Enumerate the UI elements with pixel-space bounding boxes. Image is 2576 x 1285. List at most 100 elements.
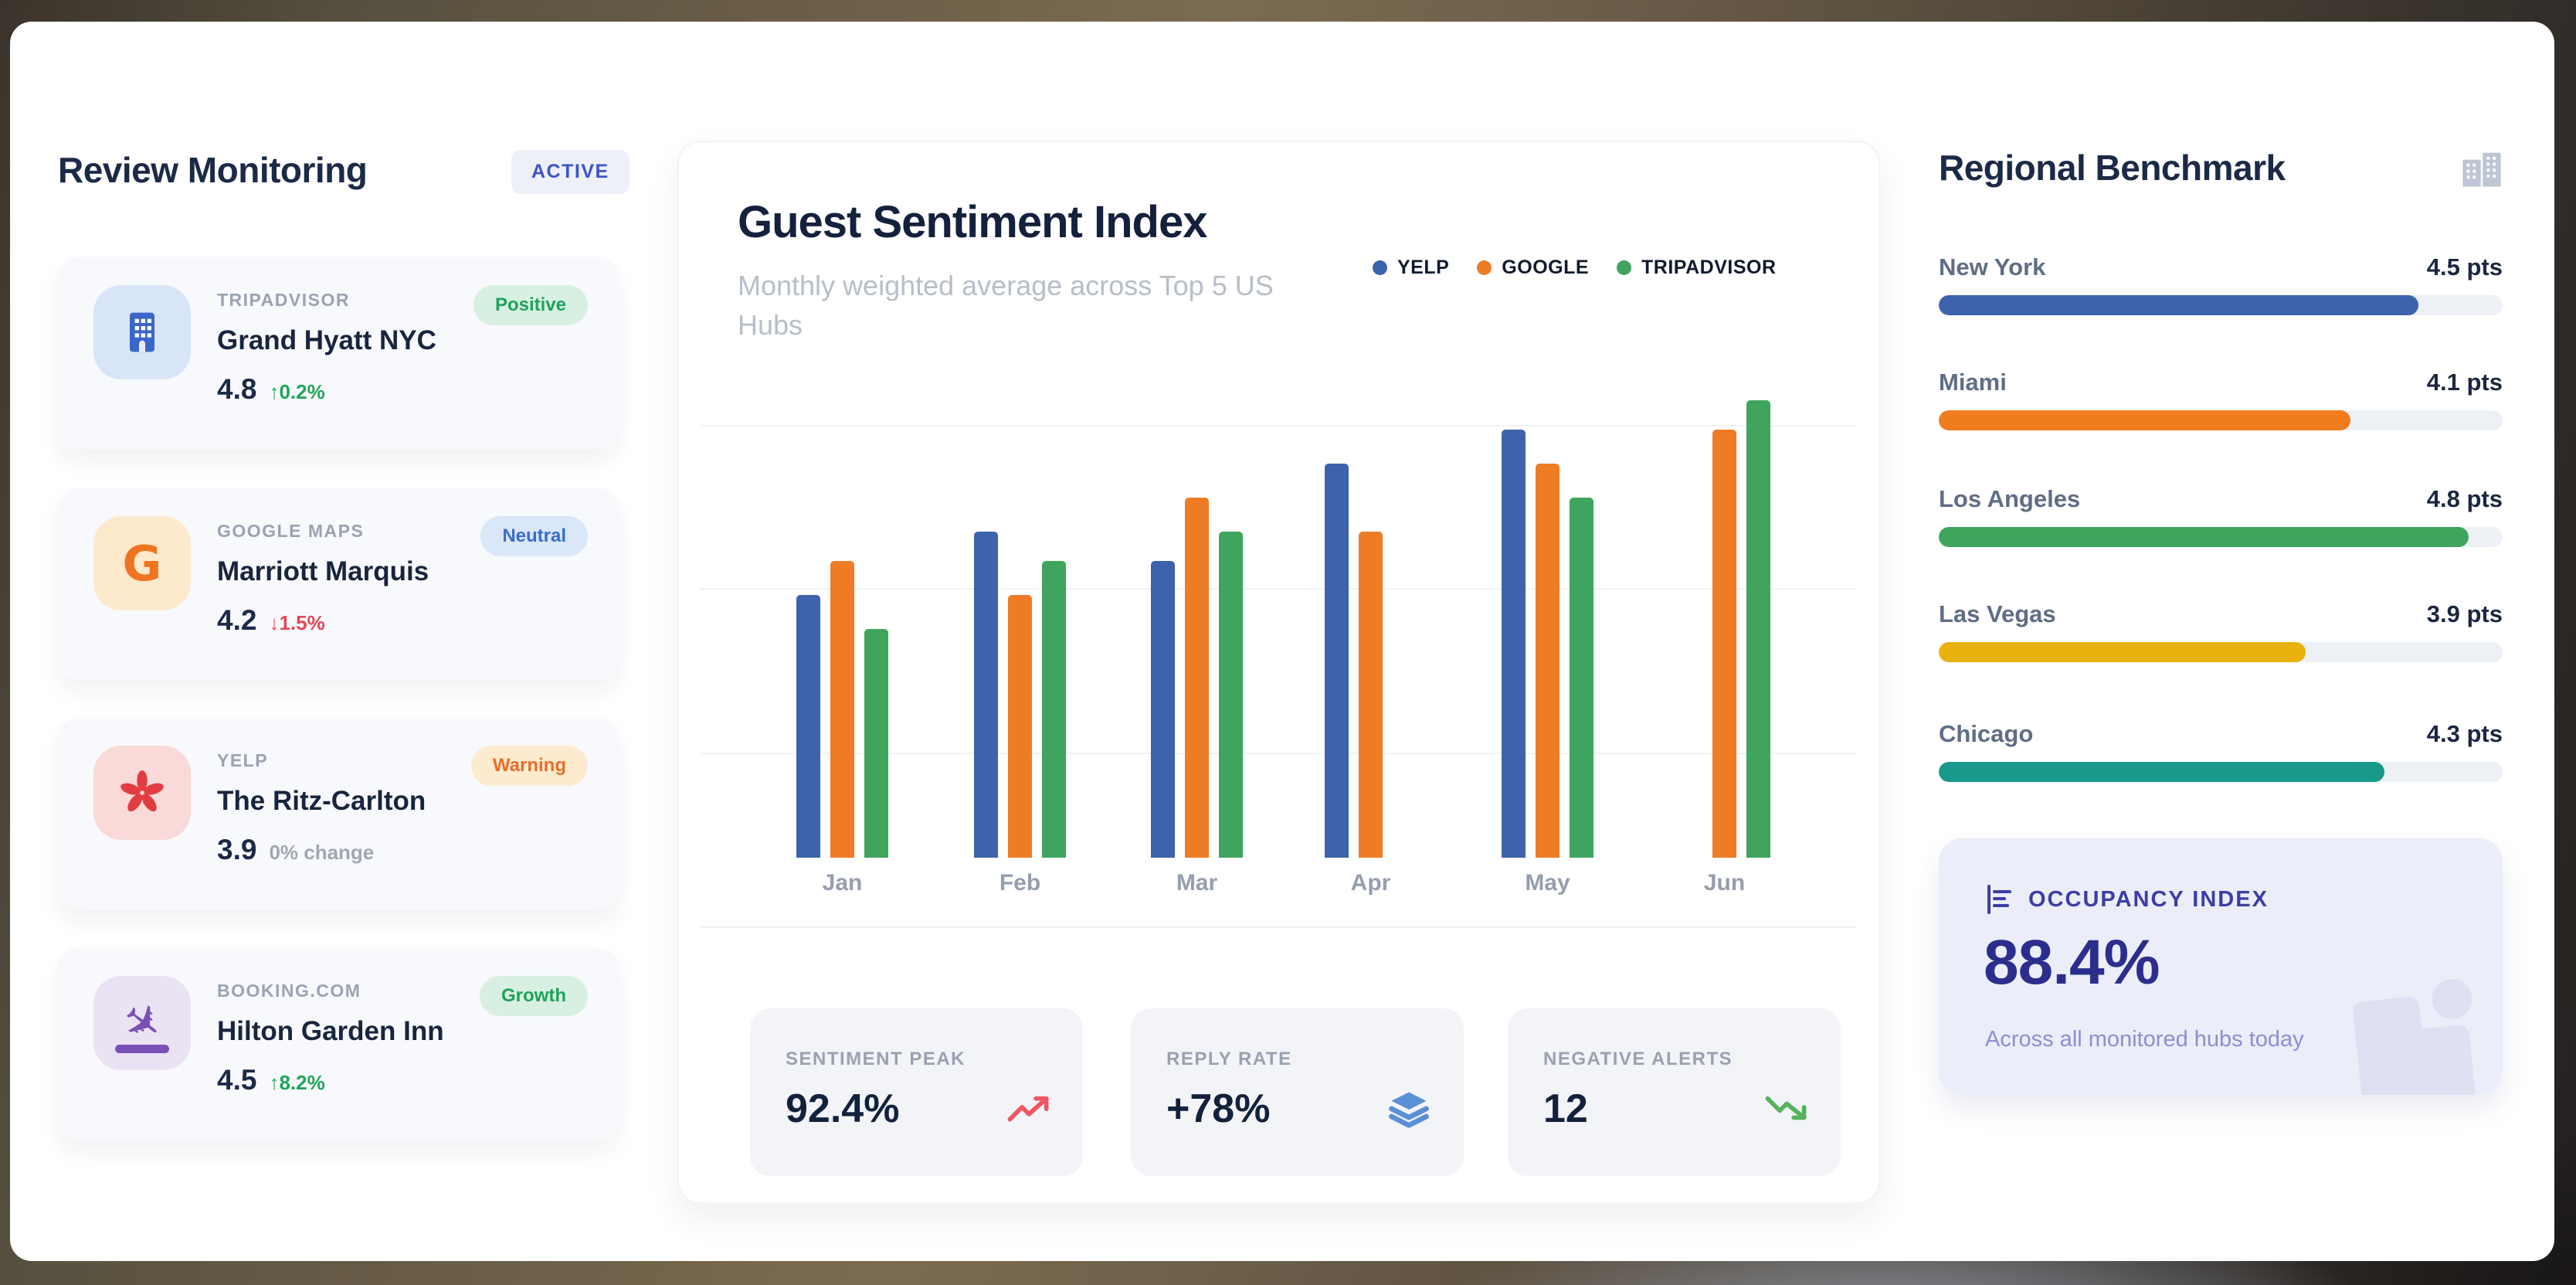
google-bar-apr: [1359, 532, 1383, 858]
rating-value: 4.5: [217, 1064, 257, 1096]
sentiment-status-badge: Positive: [473, 285, 588, 325]
rating-change: ↑8.2%: [269, 1071, 325, 1094]
rating-value: 4.2: [217, 604, 257, 636]
hotel-name: Grand Hyatt NYC: [217, 325, 436, 355]
sentiment-status-badge: Warning: [470, 746, 588, 786]
gridline: [701, 753, 1857, 754]
regional-benchmark-title: Regional Benchmark: [1939, 148, 2286, 188]
city-buildings-icon: [2458, 144, 2506, 192]
points-value: 4.8 pts: [2426, 485, 2503, 512]
city-label: New York: [1939, 253, 2046, 280]
legend-item-google[interactable]: GOOGLE: [1477, 257, 1589, 279]
yelp-bar-apr: [1325, 464, 1349, 858]
tripadvisor-building-icon: [93, 285, 191, 379]
legend-item-yelp[interactable]: YELP: [1373, 257, 1449, 279]
google-bar-may: [1536, 464, 1560, 858]
bar-chart-plot-area: Jan Feb Mar Apr May Jun: [701, 357, 1857, 896]
review-card-google-maps[interactable]: G GOOGLE MAPS Marriott Marquis 4.2 ↓1.5%…: [58, 488, 619, 680]
hotel-name: Marriott Marquis: [217, 556, 429, 586]
layers-icon: [1388, 1090, 1430, 1128]
tripadvisor-bar-may: [1570, 498, 1593, 858]
progress-fill: [1939, 295, 2418, 315]
review-card-tripadvisor[interactable]: TRIPADVISOR Grand Hyatt NYC 4.8 ↑0.2% Po…: [58, 257, 619, 449]
month-label: Feb: [999, 870, 1041, 896]
rating-change: ↓1.5%: [269, 611, 325, 634]
progress-fill: [1939, 527, 2469, 547]
points-value: 4.5 pts: [2426, 253, 2503, 280]
review-source-label: YELP: [217, 750, 269, 770]
review-source-label: GOOGLE MAPS: [217, 521, 365, 541]
bar-chart-icon: [1985, 883, 2013, 916]
rating-value: 3.9: [217, 834, 257, 865]
occupancy-caption: Across all monitored hubs today: [1985, 1027, 2304, 1052]
google-legend-dot-icon: [1477, 260, 1492, 275]
city-label: Las Vegas: [1939, 600, 2056, 627]
rating-change: ↑0.2%: [269, 380, 325, 403]
trend-up-arrow-icon: ↑: [269, 380, 280, 403]
occupancy-header: OCCUPANCY INDEX: [1985, 883, 2269, 916]
review-source-label: BOOKING.COM: [217, 981, 361, 1001]
sentiment-status-badge: Neutral: [480, 516, 588, 556]
occupancy-index-card: OCCUPANCY INDEX 88.4% Across all monitor…: [1939, 838, 2503, 1095]
progress-fill: [1939, 762, 2384, 782]
trend-up-arrow-icon: ↑: [269, 1071, 280, 1094]
city-label: Los Angeles: [1939, 485, 2081, 512]
rating-change: 0% change: [269, 841, 375, 864]
stat-card-reply-rate: REPLY RATE +78%: [1131, 1008, 1464, 1176]
stat-value: 12: [1543, 1086, 1588, 1131]
points-value: 4.3 pts: [2426, 720, 2503, 747]
gridline: [701, 425, 1857, 427]
google-bar-feb: [1008, 595, 1032, 858]
stat-value: 92.4%: [786, 1086, 900, 1131]
google-g-icon: G: [93, 516, 191, 610]
gridline: [701, 588, 1857, 590]
progress-track: [1939, 642, 2503, 662]
month-label: May: [1525, 870, 1570, 896]
progress-track: [1939, 295, 2503, 315]
city-label: Chicago: [1939, 720, 2034, 747]
progress-track: [1939, 762, 2503, 782]
chart-legend: YELP GOOGLE TRIPADVISOR: [1373, 257, 1777, 279]
rating-row: 4.5 ↑8.2%: [217, 1064, 325, 1096]
progress-track: [1939, 527, 2503, 547]
city-label: Miami: [1939, 369, 2007, 396]
stat-value: +78%: [1166, 1086, 1271, 1131]
points-value: 3.9 pts: [2426, 600, 2503, 627]
tripadvisor-bar-jun: [1746, 400, 1770, 858]
hotel-name: The Ritz-Carlton: [217, 786, 426, 816]
yelp-bar-jan: [796, 595, 820, 858]
dashboard-panel: Review Monitoring ACTIVE TRIPADVISOR Gra…: [10, 22, 2554, 1261]
yelp-bar-mar: [1151, 561, 1175, 858]
occupancy-label: OCCUPANCY INDEX: [2028, 886, 2269, 912]
trend-down-arrow-icon: ↓: [269, 611, 280, 634]
bar-group-feb: Feb: [974, 532, 1066, 896]
yelp-burst-icon: [93, 746, 191, 840]
yelp-bar-may: [1502, 430, 1526, 858]
trending-down-icon: [1765, 1090, 1807, 1126]
month-label: Mar: [1176, 870, 1218, 896]
review-card-yelp[interactable]: YELP The Ritz-Carlton 3.9 0% change Warn…: [58, 718, 619, 909]
tripadvisor-legend-dot-icon: [1617, 260, 1632, 275]
benchmark-row-las-vegas: Las Vegas 3.9 pts: [1939, 600, 2503, 678]
plane-landing-icon: ✈: [93, 976, 191, 1070]
stat-card-sentiment-peak: SENTIMENT PEAK 92.4%: [750, 1008, 1083, 1176]
trending-up-icon: [1007, 1090, 1049, 1126]
stat-card-negative-alerts: NEGATIVE ALERTS 12: [1508, 1008, 1841, 1176]
tripadvisor-bar-mar: [1219, 532, 1243, 858]
review-card-booking[interactable]: ✈ BOOKING.COM Hilton Garden Inn 4.5 ↑8.2…: [58, 948, 619, 1140]
yelp-legend-dot-icon: [1373, 260, 1387, 275]
yelp-bar-feb: [974, 532, 998, 858]
google-bar-jun: [1712, 430, 1736, 858]
rating-row: 4.8 ↑0.2%: [217, 373, 325, 406]
sentiment-status-badge: Growth: [480, 976, 588, 1016]
ghost-building-watermark-icon: [2321, 956, 2498, 1095]
google-bar-mar: [1185, 498, 1209, 858]
stat-label: NEGATIVE ALERTS: [1543, 1049, 1733, 1069]
review-monitoring-title: Review Monitoring: [58, 150, 368, 190]
bar-group-mar: Mar: [1151, 498, 1243, 896]
legend-item-tripadvisor[interactable]: TRIPADVISOR: [1617, 257, 1777, 279]
rating-value: 4.8: [217, 373, 257, 405]
bar-group-apr: Apr: [1325, 464, 1417, 896]
progress-fill: [1939, 410, 2350, 430]
